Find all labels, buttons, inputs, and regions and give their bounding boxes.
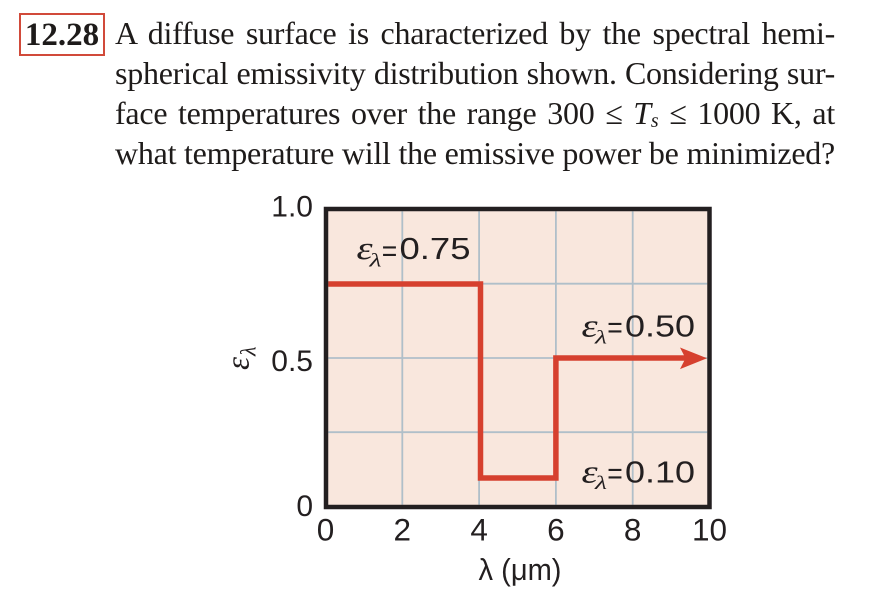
svg-text:=: =	[607, 312, 623, 345]
svg-text:0: 0	[296, 490, 313, 523]
svg-text:λ (μm): λ (μm)	[479, 552, 562, 587]
svg-text:λ: λ	[368, 251, 381, 272]
svg-text:ε: ε	[582, 309, 598, 345]
svg-text:8: 8	[624, 512, 642, 548]
svg-text:0.5: 0.5	[271, 345, 313, 378]
svg-text:0.10: 0.10	[625, 455, 695, 490]
svg-text:ε: ε	[357, 231, 373, 267]
svg-text:1.0: 1.0	[271, 191, 313, 224]
svg-text:λ: λ	[594, 328, 607, 349]
svg-text:6: 6	[547, 512, 565, 548]
svg-text:0: 0	[317, 512, 335, 548]
svg-text:2: 2	[394, 512, 412, 548]
svg-text:ε: ε	[582, 455, 598, 491]
svg-text:4: 4	[470, 512, 488, 548]
svg-text:0.75: 0.75	[400, 231, 471, 266]
svg-text:10: 10	[692, 512, 727, 548]
svg-text:ε: ε	[221, 357, 257, 370]
svg-text:=: =	[607, 458, 623, 491]
svg-text:λ: λ	[594, 473, 607, 494]
svg-text:=: =	[382, 235, 398, 268]
svg-text:0.50: 0.50	[625, 309, 695, 344]
svg-text:λ: λ	[236, 346, 261, 357]
